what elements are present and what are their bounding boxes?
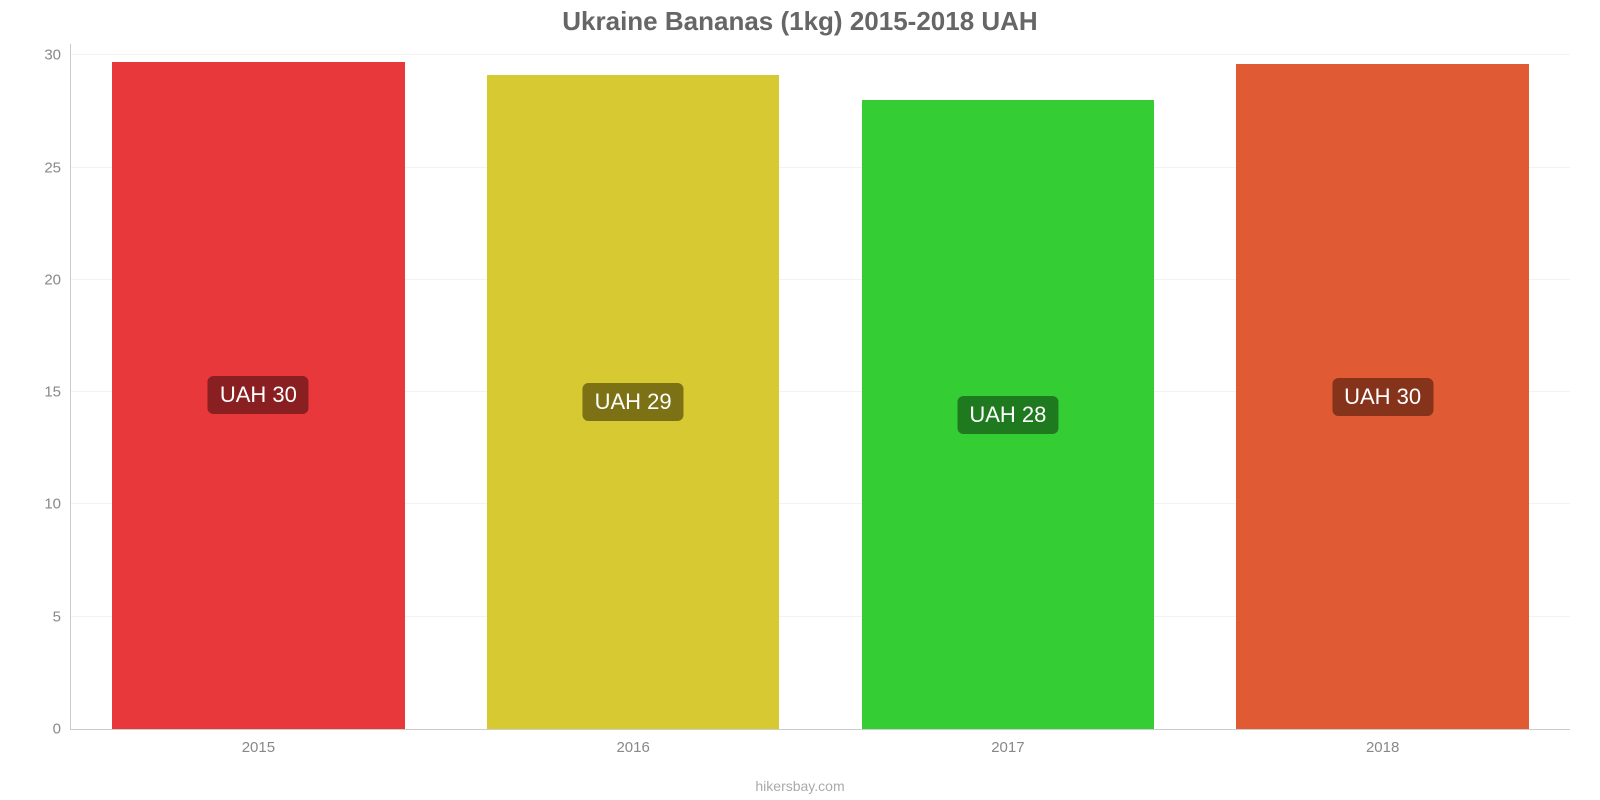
y-tick-label: 20 — [44, 271, 61, 288]
y-tick-label: 0 — [53, 721, 61, 738]
bar: UAH 30 — [112, 62, 404, 729]
banana-price-chart: Ukraine Bananas (1kg) 2015-2018 UAH 0 5 10… — [0, 0, 1600, 800]
bars-layer: UAH 30 UAH 29 UAH 28 UAH 30 — [71, 44, 1570, 729]
bar-value-label: UAH 30 — [1332, 378, 1433, 416]
y-tick-label: 30 — [44, 47, 61, 64]
bar: UAH 29 — [487, 75, 779, 729]
x-tick-label: 2017 — [991, 739, 1024, 756]
x-tick-label: 2018 — [1366, 739, 1399, 756]
bar-value-label: UAH 29 — [583, 383, 684, 421]
y-tick-label: 25 — [44, 159, 61, 176]
bar: UAH 28 — [862, 100, 1154, 729]
bar: UAH 30 — [1236, 64, 1528, 729]
bar-value-label: UAH 28 — [957, 396, 1058, 434]
x-tick-label: 2015 — [242, 739, 275, 756]
bar-value-label: UAH 30 — [208, 376, 309, 414]
plot-area: 051015202530 UAH 30UAH 29UAH 28UAH 30 20… — [70, 44, 1570, 730]
x-tick-label: 2016 — [616, 739, 649, 756]
y-tick-label: 10 — [44, 496, 61, 513]
source-label: hikersbay.com — [0, 778, 1600, 794]
x-axis: 2015 2016 2017 2018 — [71, 729, 1570, 769]
y-tick-label: 15 — [44, 384, 61, 401]
y-tick-label: 5 — [53, 608, 61, 625]
chart-title: Ukraine Bananas (1kg) 2015-2018 UAH — [0, 6, 1600, 37]
